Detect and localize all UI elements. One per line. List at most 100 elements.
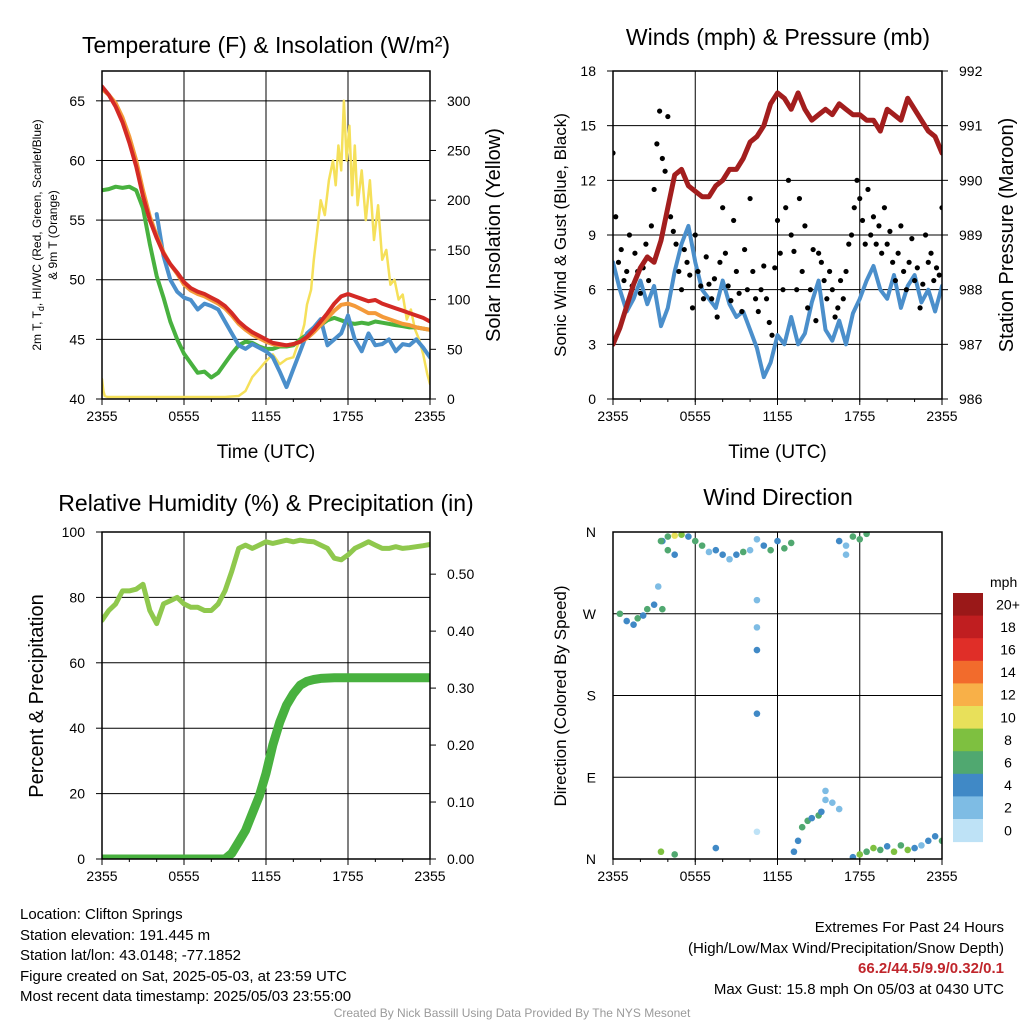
direction-point — [753, 828, 761, 836]
x-tick-label: 2355 — [414, 408, 445, 424]
direction-point — [924, 837, 932, 845]
colorbar-swatch — [953, 773, 983, 797]
gust-point — [901, 268, 907, 275]
gust-point — [714, 314, 720, 320]
gust-point — [879, 250, 885, 256]
gust-point — [813, 318, 819, 324]
direction-point — [842, 542, 850, 549]
direction-point — [705, 548, 713, 556]
y-tick-label: S — [587, 688, 596, 704]
plot-border — [101, 70, 431, 400]
direction-point — [849, 533, 857, 540]
y-tick-label: 60 — [69, 152, 85, 168]
y-tick-label: 20 — [69, 786, 85, 802]
x-tick-label: 1755 — [844, 408, 875, 424]
direction-point — [870, 844, 877, 852]
direction-point — [753, 624, 761, 631]
gust-point — [725, 283, 731, 289]
extremes-legend: (High/Low/Max Wind/Precipitation/Snow De… — [688, 939, 1004, 957]
direction-point — [918, 842, 925, 849]
gust-point — [618, 246, 624, 253]
direction-point — [650, 601, 658, 608]
colorbar-swatch — [953, 593, 983, 617]
direction-point — [712, 546, 720, 554]
gust-point — [678, 287, 685, 293]
gust-point — [821, 277, 827, 284]
y-label-subscript: d — [36, 306, 46, 311]
panel-1: 2355 0555 1155 1755 235540455055606505010015… — [69, 32, 470, 463]
plot-area — [102, 537, 430, 859]
gust-point — [698, 283, 704, 289]
colorbar-swatch — [953, 615, 983, 639]
direction-point — [671, 532, 678, 539]
gust-point — [615, 259, 622, 265]
direction-point — [931, 832, 939, 840]
direction-point — [616, 610, 624, 618]
x-tick-label: 1155 — [251, 408, 281, 424]
gust-point — [837, 277, 844, 284]
gust-point — [687, 272, 693, 278]
y2-tick-label: 991 — [959, 118, 983, 134]
gust-point — [903, 287, 909, 293]
gust-point — [692, 232, 698, 238]
x-tick-label: 1155 — [251, 868, 281, 884]
gust-point — [670, 228, 676, 234]
extremes-values: 66.2/44.5/9.9/0.32/0.1 — [858, 960, 1004, 977]
colorbar-label: 8 — [1004, 732, 1012, 748]
created-text: Figure created on Sat, 2025-05-03, at 23… — [20, 967, 347, 985]
gust-point — [769, 332, 775, 338]
direction-point — [767, 546, 774, 554]
gust-point — [788, 232, 794, 238]
gust-point — [728, 298, 734, 304]
direction-point — [774, 537, 781, 545]
gust-point — [914, 265, 920, 271]
plot-border — [612, 531, 943, 860]
direction-point — [897, 842, 905, 849]
x-tick-label: 1155 — [762, 868, 792, 884]
gust-point — [643, 241, 649, 247]
y2-tick-label: 0.10 — [447, 794, 474, 810]
gust-point — [703, 254, 709, 260]
direction-point — [753, 535, 761, 543]
series-relative-humidity — [102, 537, 430, 627]
gust-point — [744, 287, 750, 293]
y2-axis-label: Station Pressure (Maroon) — [996, 118, 1018, 353]
y-tick-label: W — [583, 606, 597, 622]
y-tick-label: 60 — [69, 655, 85, 671]
y2-tick-label: 0.20 — [447, 737, 474, 753]
y-tick-label: 3 — [588, 336, 596, 352]
chart-title: Relative Humidity (%) & Precipitation (i… — [58, 490, 473, 516]
y2-tick-label: 50 — [447, 341, 463, 357]
y-tick-label: 18 — [580, 63, 596, 79]
colorbar-label: 14 — [1000, 664, 1016, 680]
gust-point — [846, 241, 852, 247]
y-tick-label: 15 — [580, 118, 596, 134]
gust-point — [766, 319, 772, 326]
gust-point — [818, 259, 824, 265]
latlon-text: Station lat/lon: 43.0148; -77.1852 — [20, 947, 242, 964]
gust-point — [807, 287, 814, 293]
y2-tick-label: 986 — [959, 391, 983, 407]
gust-point — [928, 250, 934, 256]
gust-point — [909, 236, 915, 242]
gust-point — [684, 259, 690, 265]
gust-point — [851, 205, 857, 211]
direction-point — [719, 551, 726, 559]
gust-point — [933, 265, 940, 271]
direction-point — [657, 537, 665, 545]
colorbar-label: 10 — [1000, 709, 1016, 725]
gust-point — [917, 305, 923, 311]
gust-point — [794, 287, 800, 293]
plot-area — [613, 90, 942, 380]
direction-point — [639, 612, 647, 619]
y-tick-label: 40 — [69, 391, 85, 407]
x-tick-label: 2355 — [597, 408, 628, 424]
colorbar-label: 0 — [1004, 822, 1012, 838]
recent-data-text: Most recent data timestamp: 2025/05/03 2… — [20, 988, 352, 1005]
colorbar-label: 6 — [1004, 755, 1012, 771]
direction-point — [835, 537, 843, 545]
y-tick-label: N — [586, 524, 596, 540]
colorbar-label: 2 — [1004, 800, 1012, 816]
